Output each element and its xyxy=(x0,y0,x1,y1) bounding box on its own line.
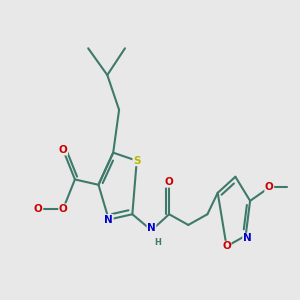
Text: O: O xyxy=(222,242,231,251)
Text: H: H xyxy=(154,238,161,247)
Text: O: O xyxy=(165,177,173,187)
Text: N: N xyxy=(243,233,251,243)
Text: S: S xyxy=(133,156,140,166)
Text: O: O xyxy=(265,182,274,193)
Text: N: N xyxy=(147,223,156,232)
Text: O: O xyxy=(34,204,43,214)
Text: O: O xyxy=(59,145,68,155)
Text: O: O xyxy=(59,204,68,214)
Text: N: N xyxy=(104,214,113,225)
